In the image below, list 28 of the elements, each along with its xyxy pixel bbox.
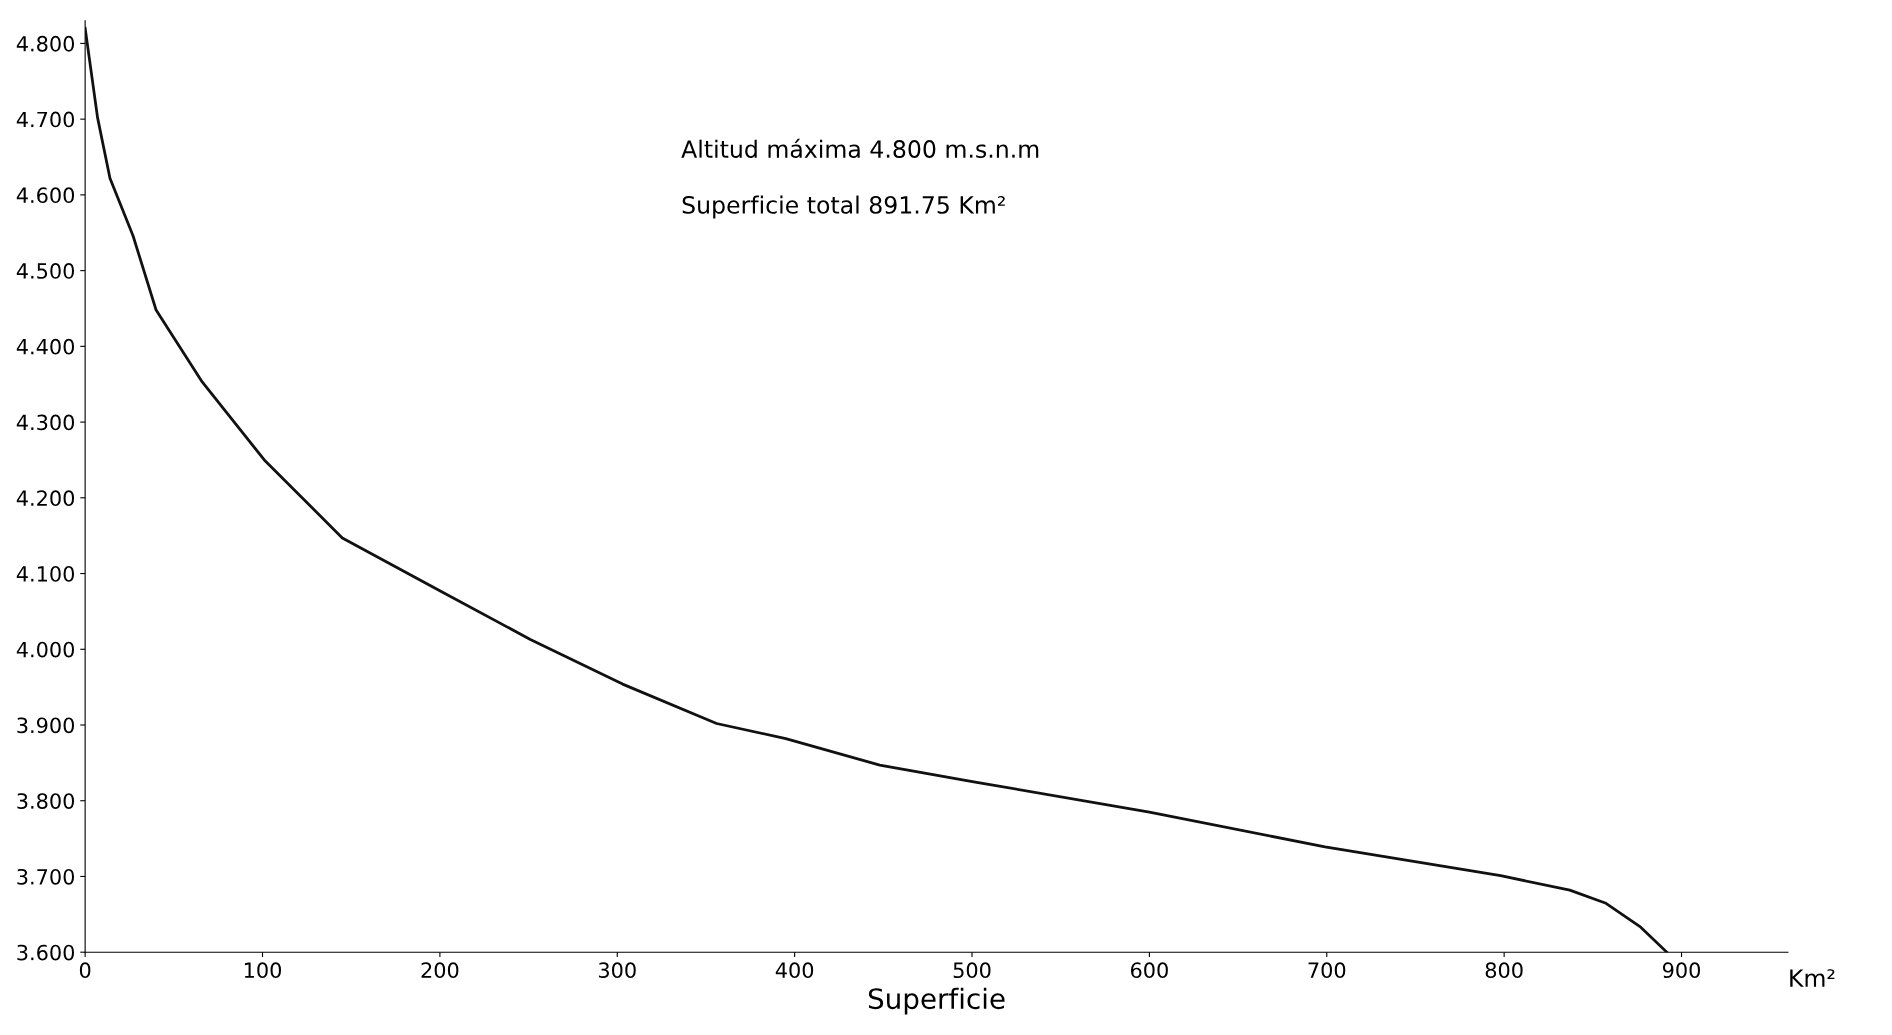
x-tick-label: 100 — [244, 962, 282, 979]
x-tick-label: 600 — [1130, 962, 1168, 979]
y-tick-label: 4.100 — [16, 565, 75, 582]
x-tick-label: 700 — [1308, 962, 1346, 979]
x-tick-label: 900 — [1662, 962, 1701, 979]
x-tick-label: 200 — [421, 962, 459, 979]
y-tick-label: 4.500 — [16, 263, 75, 279]
y-tick-label: 3.600 — [17, 944, 75, 961]
y-tick-label: 4.200 — [16, 490, 75, 507]
x-axis-title: Superficie — [868, 987, 1005, 1015]
x-tick-label: 500 — [953, 962, 991, 979]
x-tick-label: 0 — [79, 962, 91, 979]
annotation: Altitud máxima 4.800 m.s.n.m — [681, 138, 1039, 158]
y-tick-label: 3.800 — [17, 793, 75, 809]
text: Km² — [1790, 969, 1835, 987]
x-tick-label: 400 — [775, 962, 814, 979]
y-tick-label: 4.700 — [16, 111, 75, 128]
y-tick-label: 4.000 — [16, 641, 75, 658]
x-tick-label: 800 — [1485, 962, 1523, 979]
x-tick-label: 300 — [598, 962, 636, 979]
y-tick-label: 3.900 — [17, 717, 75, 734]
y-tick-label: 4.400 — [16, 338, 75, 355]
y-tick-label: 4.800 — [16, 35, 75, 52]
line-series — [85, 26, 1669, 953]
y-tick-label: 4.600 — [16, 187, 75, 204]
y-tick-label: 3.700 — [17, 868, 75, 885]
y-tick-label: 4.300 — [16, 414, 75, 431]
annotation: Superficie total 891.75 Km² — [682, 195, 1005, 219]
